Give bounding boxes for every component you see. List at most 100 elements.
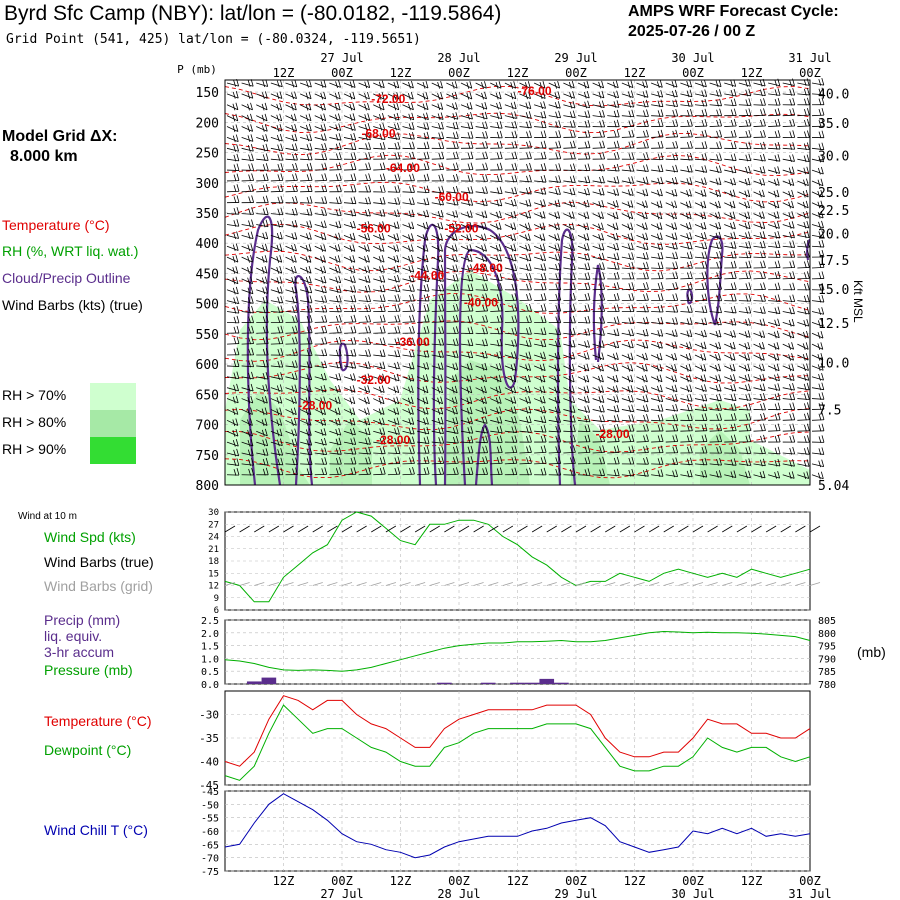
wind-barb-flag xyxy=(615,200,619,208)
wind-barb-flag xyxy=(276,114,280,122)
wind-barb xyxy=(417,430,429,435)
wind-barb xyxy=(621,224,633,230)
wind-barb-flag xyxy=(467,274,471,282)
wind-barb-flag xyxy=(543,120,547,128)
wind-barb-flag xyxy=(365,133,368,141)
wind-barb-flag xyxy=(261,114,265,122)
temperature-contour xyxy=(224,112,811,134)
wind-barb xyxy=(724,409,737,411)
wind-barb-flag xyxy=(251,325,255,333)
pressure-tick-label: 400 xyxy=(196,237,219,252)
wind-barb-flag xyxy=(262,80,266,88)
wind-barb xyxy=(811,169,824,175)
wind-barb xyxy=(299,430,312,436)
wind-barb-flag xyxy=(528,406,532,414)
wind-barb-flag xyxy=(601,385,605,393)
wind-barb xyxy=(329,234,341,241)
pressure-tick-label: 600 xyxy=(196,358,219,373)
wind-barb-flag xyxy=(495,245,499,252)
wind-barb xyxy=(256,147,269,152)
wind-barb-flag xyxy=(821,373,824,381)
wind-barb-flag xyxy=(455,338,459,346)
dew-label: Dewpoint (°C) xyxy=(44,742,132,758)
wind-barb xyxy=(636,321,649,325)
wind-barb-flag xyxy=(408,198,412,206)
wind-barb-flag xyxy=(309,336,313,344)
wind-barb-flag xyxy=(763,108,766,116)
wind-barb-flag xyxy=(291,92,294,100)
wind-barb-flag xyxy=(455,456,459,464)
wind-barb xyxy=(226,419,238,426)
wind-barb-flag xyxy=(422,375,426,382)
wind-speed-line xyxy=(224,511,811,603)
wind-barb-flag xyxy=(485,445,489,453)
wind-barb-flag xyxy=(674,384,678,392)
wind-barb-flag xyxy=(334,266,338,274)
wind-barb-flag xyxy=(806,130,810,138)
wind-barb-flag xyxy=(437,234,440,242)
wind-barb-flag xyxy=(719,153,722,161)
wind-barb-flag xyxy=(514,425,518,433)
wind-barb-flag xyxy=(525,364,528,372)
wind-barb-flag xyxy=(803,374,807,381)
wind-barb-flag xyxy=(539,244,543,252)
wind-barb-flag xyxy=(586,80,590,89)
wind-barb-flag xyxy=(305,245,309,252)
wind-barb-flag xyxy=(265,371,269,380)
wind-barb-flag xyxy=(335,428,339,436)
wind-barb xyxy=(811,191,823,198)
wind-barb-flag xyxy=(352,123,356,131)
wind-barb xyxy=(270,234,283,240)
wind-barb-flag xyxy=(642,253,646,260)
wind-barb-flag xyxy=(352,91,356,100)
wind-barb-flag xyxy=(613,110,617,118)
wind-barb xyxy=(460,126,473,130)
wind-barb-flag xyxy=(631,119,635,127)
wind-barb-flag xyxy=(514,151,518,159)
wind-barb xyxy=(768,387,780,391)
wind-barb-flag xyxy=(704,231,707,240)
wind-barb-flag xyxy=(412,325,415,334)
wind-barb-flag xyxy=(262,348,266,356)
wind-barb xyxy=(504,267,517,272)
wind-barb xyxy=(694,169,707,173)
wind-barb-flag xyxy=(744,374,748,382)
wind-barb-flag xyxy=(656,353,660,361)
wind-barb-flag xyxy=(733,221,736,230)
wind-barb-flag xyxy=(482,304,485,312)
wind-barb xyxy=(548,419,561,423)
wind-barb-flag xyxy=(233,459,237,467)
wind-barb-flag xyxy=(529,120,532,128)
wind-barb-flag xyxy=(294,384,298,392)
wind-barb xyxy=(592,147,605,149)
wind-barb-flag xyxy=(484,222,487,230)
wind-barb xyxy=(460,137,473,139)
wind-barb-grid xyxy=(415,582,426,586)
wind-barb-flag xyxy=(349,386,353,393)
wind-barb-flag xyxy=(700,190,704,197)
wind-barb-flag xyxy=(558,163,562,171)
kft-tick-label: 5.04 xyxy=(818,479,849,494)
wind-barb xyxy=(797,343,809,350)
bottom-hour-label: 12Z xyxy=(390,874,412,888)
wind-barb-flag xyxy=(279,428,283,436)
wind-barb xyxy=(299,115,312,122)
wind-barb-flag xyxy=(236,184,240,192)
wind-barb-flag xyxy=(455,467,459,475)
wind-barb xyxy=(343,82,356,88)
wind-barb-flag xyxy=(763,98,766,106)
wind-barb-flag xyxy=(451,397,455,405)
wind-barb xyxy=(285,82,297,88)
wind-barb-flag xyxy=(455,222,458,230)
wind-barb-flag xyxy=(602,292,605,301)
wind-barb-flag xyxy=(583,200,587,208)
wind-barb xyxy=(811,202,824,209)
wind-barb-flag xyxy=(657,110,661,117)
wind-barb-flag xyxy=(792,97,796,106)
wind-barb-flag xyxy=(555,468,559,476)
wind-barb-flag xyxy=(378,386,382,394)
wind-barb-flag xyxy=(526,294,529,301)
wind-barb-flag xyxy=(747,353,751,361)
wind-barb-flag xyxy=(499,283,503,291)
dewpoint-line xyxy=(224,704,811,781)
